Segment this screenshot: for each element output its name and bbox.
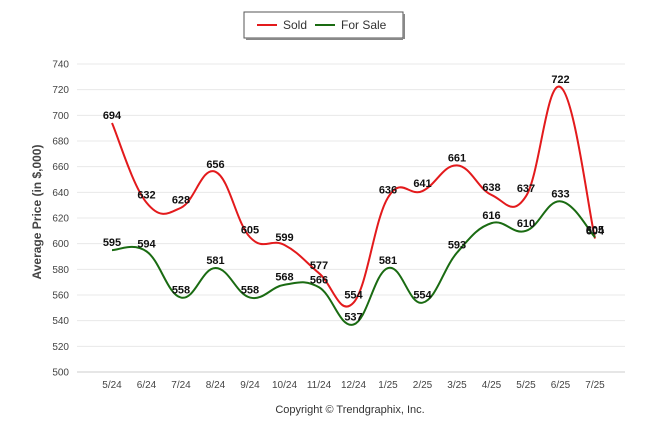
data-label-sold: 722 (551, 74, 569, 86)
x-tick-label: 9/24 (240, 380, 260, 391)
data-label-for-sale: 558 (241, 285, 259, 297)
data-label-for-sale: 537 (344, 312, 362, 324)
x-tick-label: 8/24 (206, 380, 226, 391)
data-label-sold: 604 (586, 226, 605, 238)
data-label-sold: 632 (137, 190, 155, 202)
x-tick-label: 5/25 (516, 380, 536, 391)
y-tick-label: 560 (52, 291, 69, 302)
data-label-for-sale: 610 (517, 218, 535, 230)
y-tick-label: 640 (52, 188, 69, 199)
data-label-sold: 628 (172, 195, 190, 207)
y-tick-label: 620 (52, 214, 69, 225)
data-label-sold: 638 (482, 182, 500, 194)
data-label-for-sale: 558 (172, 285, 190, 297)
y-tick-label: 500 (52, 368, 69, 379)
data-label-for-sale: 605 (586, 224, 604, 236)
x-tick-label: 6/24 (137, 380, 157, 391)
x-tick-label: 2/25 (413, 380, 433, 391)
data-label-for-sale: 566 (310, 274, 328, 286)
data-label-sold: 577 (310, 260, 328, 272)
x-tick-label: 11/24 (307, 380, 332, 391)
data-label-for-sale: 581 (379, 255, 397, 267)
data-label-sold: 636 (379, 184, 397, 196)
y-tick-label: 520 (52, 342, 69, 353)
data-label-sold: 661 (448, 152, 466, 164)
y-tick-label: 600 (52, 239, 69, 250)
data-label-sold: 554 (344, 290, 363, 302)
x-tick-label: 7/25 (585, 380, 605, 391)
y-tick-label: 720 (52, 85, 69, 96)
data-label-for-sale: 568 (275, 272, 293, 284)
data-label-sold: 641 (413, 178, 431, 190)
data-label-for-sale: 554 (413, 290, 432, 302)
y-axis-title: Average Price (in $,000) (30, 145, 44, 280)
data-labels: 694 632 628 656 605 599 577 554 636 641 661 638 637 7… (103, 74, 605, 323)
data-label-sold: 694 (103, 110, 122, 122)
series-lines (111, 86, 596, 326)
data-label-for-sale: 593 (448, 240, 466, 252)
data-label-sold: 599 (275, 232, 293, 244)
x-tick-label: 5/24 (102, 380, 122, 391)
data-label-sold: 637 (517, 183, 535, 195)
data-label-for-sale: 616 (482, 210, 500, 222)
legend-label-for-sale: For Sale (341, 18, 387, 32)
y-tick-label: 660 (52, 162, 69, 173)
x-tick-label: 3/25 (447, 380, 467, 391)
chart-legend: Sold For Sale (243, 11, 405, 40)
data-label-sold: 605 (241, 224, 259, 236)
x-tick-label: 7/24 (171, 380, 191, 391)
y-tick-label: 540 (52, 316, 69, 327)
x-tick-label: 12/24 (341, 380, 366, 391)
data-label-for-sale: 633 (551, 188, 569, 200)
x-axis-ticks: 5/24 6/24 7/24 8/24 9/24 10/24 11/24 12/24 1/25 2… (102, 380, 605, 391)
x-tick-label: 10/24 (272, 380, 297, 391)
x-tick-label: 1/25 (378, 380, 398, 391)
data-label-for-sale: 595 (103, 237, 121, 249)
y-tick-label: 580 (52, 265, 69, 276)
x-tick-label: 6/25 (551, 380, 571, 391)
y-tick-label: 700 (52, 111, 69, 122)
legend-label-sold: Sold (283, 18, 307, 32)
data-label-for-sale: 594 (137, 238, 156, 250)
y-gridlines (77, 63, 625, 373)
series-line-for-sale (111, 200, 596, 326)
x-tick-label: 4/25 (482, 380, 502, 391)
data-label-sold: 656 (206, 159, 224, 171)
copyright-footer: Copyright © Trendgraphix, Inc. (275, 404, 424, 416)
y-tick-label: 740 (52, 60, 69, 71)
series-line-sold (111, 86, 596, 308)
y-tick-label: 680 (52, 137, 69, 148)
y-axis-ticks: 500 520 540 560 580 600 620 640 660 680 700 720 740 (52, 60, 69, 379)
data-label-for-sale: 581 (206, 255, 224, 267)
